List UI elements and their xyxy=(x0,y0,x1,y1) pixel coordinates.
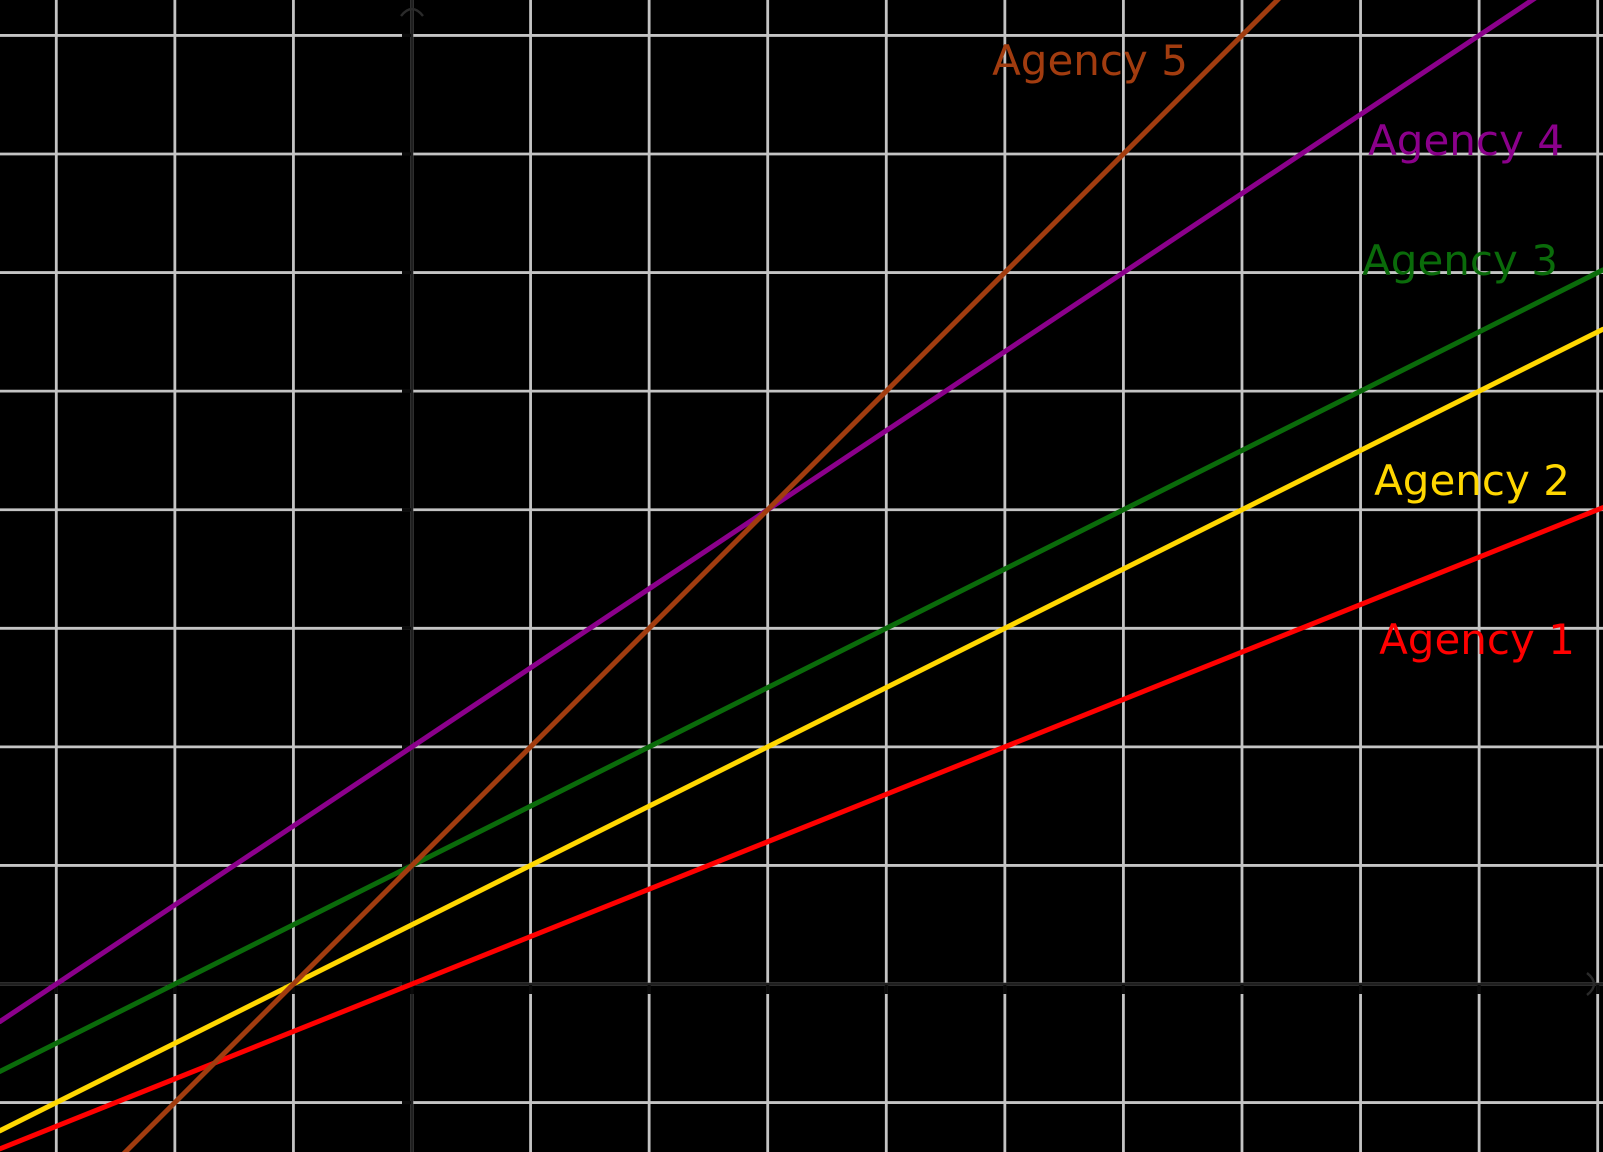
series-line-agency-1 xyxy=(0,505,1603,1152)
series-label-agency-3: Agency 3 xyxy=(1362,236,1558,285)
series-line-agency-3 xyxy=(0,267,1603,1074)
series-label-agency-2: Agency 2 xyxy=(1374,456,1570,505)
series-label-agency-1: Agency 1 xyxy=(1379,615,1575,664)
y-axis-arrowhead xyxy=(400,7,424,17)
series-label-agency-5: Agency 5 xyxy=(992,36,1188,85)
x-axis-arrowhead xyxy=(1586,972,1596,996)
series-label-agency-4: Agency 4 xyxy=(1368,116,1564,165)
series-line-agency-2 xyxy=(0,326,1603,1134)
series-line-agency-4 xyxy=(0,0,1537,1025)
